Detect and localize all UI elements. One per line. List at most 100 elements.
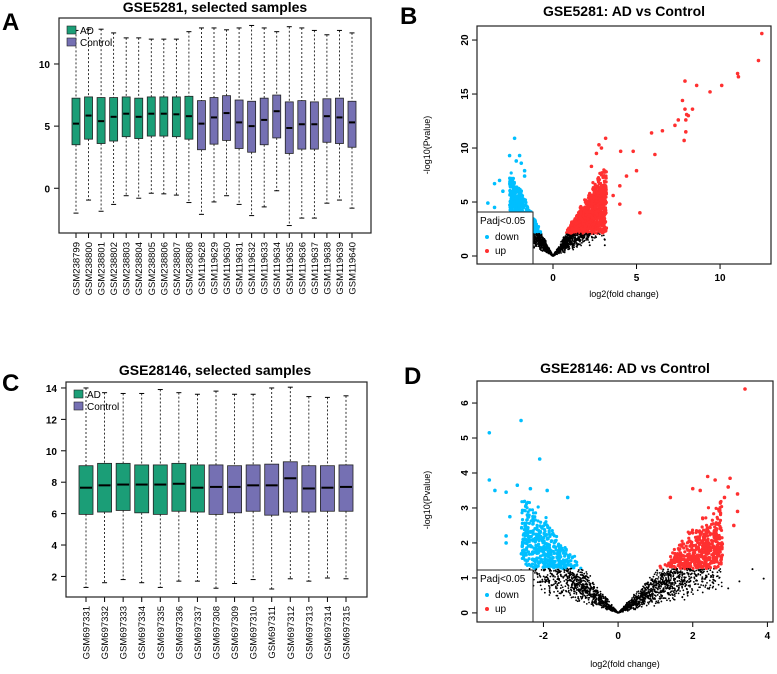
x-tick-label: GSM119640 [348,242,359,295]
point-up [712,512,716,516]
box-GSM119631 [234,27,244,205]
point-ns [585,239,587,241]
point-up [680,98,685,103]
point-down [509,205,513,209]
point-ns [589,232,592,235]
y-tick-label: 10 [460,142,471,154]
point-up [598,227,603,231]
point-ns [578,569,580,571]
point-up [686,113,691,118]
point-ns [580,571,583,574]
point-up [649,131,654,135]
box-iqr [197,100,206,151]
point-up [718,500,722,504]
point-ns [569,243,571,246]
point-up [574,214,579,218]
point-down [508,189,512,193]
point-ns [568,572,571,574]
point-up [588,227,592,231]
point-ns [575,599,578,602]
point-ns [645,588,648,591]
point-ns [548,594,551,596]
point-ns [679,590,681,592]
point-ns [554,582,557,585]
point-ns [667,592,670,594]
box-iqr [159,96,169,137]
point-up [601,186,606,190]
point-ns [535,232,538,235]
point-ns [540,568,543,571]
point-up [596,180,601,184]
point-ns [563,239,566,242]
point-ns [671,568,673,570]
box-GSM697315 [338,395,354,580]
point-up [587,202,591,206]
box-GSM238799 [71,29,81,214]
point-ns [567,238,570,241]
point-up [589,196,593,200]
box-GSM697331 [78,387,94,588]
point-ns [687,573,690,576]
y-tick-label: 8 [51,478,57,489]
point-down [539,534,543,538]
point-up [601,218,605,222]
point-ns [653,588,656,591]
point-ns [592,236,594,239]
point-up [589,164,594,169]
point-ns [580,244,582,247]
point-ns [577,239,579,241]
point-ns [561,246,563,248]
point-up [673,123,677,128]
point-ns [667,568,669,571]
point-ns [558,251,561,254]
box-iqr [309,101,319,150]
point-ns [574,239,577,242]
box-GSM119636 [297,27,307,219]
point-ns [706,570,709,573]
point-ns [561,249,564,252]
point-ns [671,585,673,588]
box-iqr [227,465,242,514]
point-ns [717,583,720,586]
point-down [517,195,521,200]
point-ns [600,604,603,607]
point-ns [712,576,715,579]
point-ns [546,574,549,576]
point-ns [667,577,670,580]
y-tick-label: 0 [460,253,471,259]
point-ns [566,243,569,246]
point-up [624,174,629,178]
point-ns [591,593,593,596]
point-ns [704,584,707,587]
panel-label: B [400,3,417,30]
point-up [600,206,604,211]
point-ns [689,585,691,588]
point-down [514,195,519,199]
y-tick-label: 14 [46,384,58,395]
plot-frame [58,17,372,234]
x-tick-label: GSM697335 [156,606,167,659]
point-ns [703,568,706,571]
point-up [713,536,717,540]
point-ns [566,583,569,586]
point-down [517,199,521,203]
point-down [492,205,497,210]
point-ns [603,238,606,241]
point-up [584,209,588,214]
x-tick-label: GSM119637 [310,242,321,295]
point-up [711,522,715,526]
point-up [719,83,724,88]
point-ns [566,581,569,584]
box-GSM697334 [134,392,150,584]
point-ns [569,234,571,237]
point-ns [534,235,537,238]
point-ns [664,572,667,575]
point-ns [588,592,591,594]
box-iqr [84,96,93,140]
point-ns [660,585,662,588]
point-ns [563,241,566,243]
point-ns [541,236,544,239]
point-ns [533,246,536,249]
point-down [511,176,515,180]
y-tick-label: 10 [46,447,58,458]
